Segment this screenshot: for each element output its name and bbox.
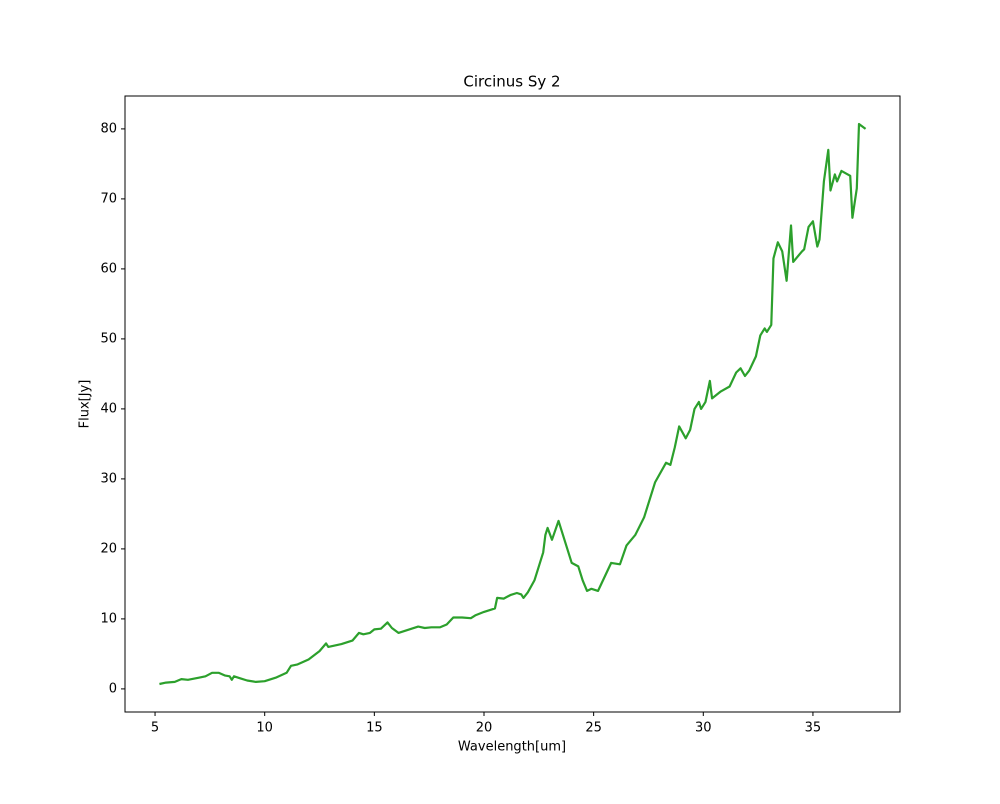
x-tick-label: 5 bbox=[151, 721, 159, 736]
data-line bbox=[159, 122, 867, 686]
plot-frame bbox=[124, 95, 901, 713]
y-tick-label: 0 bbox=[109, 681, 117, 696]
x-tick-label: 35 bbox=[805, 721, 822, 736]
x-axis-label: Wavelength[um] bbox=[458, 740, 566, 755]
y-tick-label: 80 bbox=[100, 121, 117, 136]
y-tick-label: 30 bbox=[100, 471, 117, 486]
y-axis-label: Flux[Jy] bbox=[78, 380, 93, 429]
x-tick-label: 25 bbox=[585, 721, 602, 736]
y-tick-label: 10 bbox=[100, 611, 117, 626]
x-tick-label: 15 bbox=[366, 721, 383, 736]
x-tick-label: 10 bbox=[256, 721, 273, 736]
y-tick-label: 50 bbox=[100, 331, 117, 346]
x-tick-label: 20 bbox=[476, 721, 493, 736]
y-tick-label: 60 bbox=[100, 261, 117, 276]
y-tick-label: 70 bbox=[100, 191, 117, 206]
x-tick-label: 30 bbox=[695, 721, 712, 736]
chart-title: Circinus Sy 2 bbox=[463, 73, 560, 91]
y-tick-label: 20 bbox=[100, 541, 117, 556]
y-tick-label: 40 bbox=[100, 401, 117, 416]
